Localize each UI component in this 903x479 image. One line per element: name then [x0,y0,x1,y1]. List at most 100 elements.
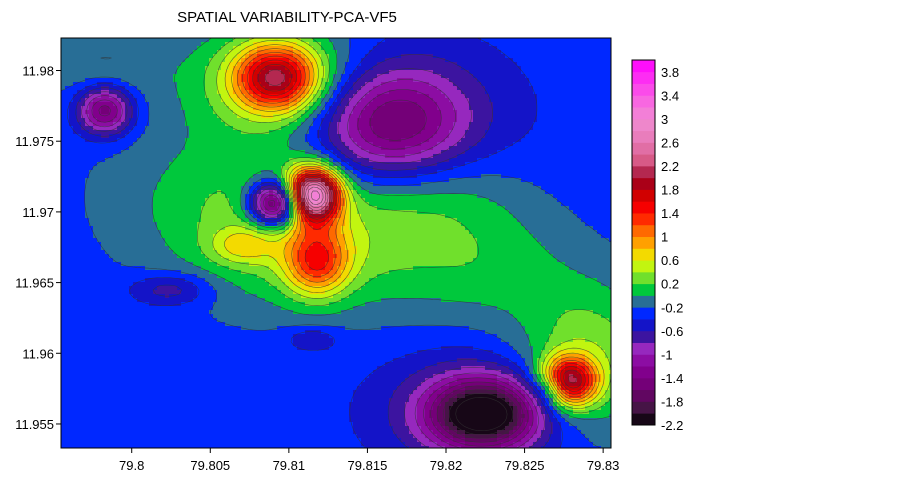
heatmap-cell [445,114,450,119]
heatmap-cell [577,118,582,123]
heatmap-cell [213,174,218,179]
heatmap-cell [205,62,210,67]
heatmap-cell [185,50,190,55]
heatmap-cell [145,182,150,187]
heatmap-cell [89,182,94,187]
heatmap-cell [505,162,510,167]
heatmap-cell [457,42,462,47]
heatmap-cell [501,66,506,71]
heatmap-cell [481,70,486,75]
heatmap-cell [417,154,422,159]
heatmap-cell [277,158,282,163]
heatmap-cell [557,66,562,71]
heatmap-cell [581,166,586,171]
heatmap-cell [481,150,486,155]
heatmap-cell [129,110,134,115]
heatmap-cell [169,38,174,43]
heatmap-cell [117,66,122,71]
heatmap-cell [445,66,450,71]
heatmap-cell [185,38,190,43]
heatmap-cell [517,110,522,115]
heatmap-cell [337,58,342,63]
heatmap-cell [173,146,178,151]
heatmap-cell [469,46,474,51]
heatmap-cell [105,166,110,171]
heatmap-cell [549,50,554,55]
heatmap-cell [209,150,214,155]
heatmap-cell [213,38,218,43]
heatmap-cell [533,158,538,163]
heatmap-cell [249,114,254,119]
heatmap-cell [177,54,182,59]
heatmap-cell [473,170,478,175]
heatmap-cell [569,46,574,51]
heatmap-cell [129,170,134,175]
heatmap-cell [465,166,470,171]
heatmap-cell [193,178,198,183]
heatmap-cell [369,134,374,139]
heatmap-cell [325,118,330,123]
heatmap-cell [605,94,610,99]
heatmap-cell [349,66,354,71]
heatmap-cell [493,70,498,75]
heatmap-cell [565,154,570,159]
heatmap-cell [157,154,162,159]
heatmap-cell [533,130,538,135]
heatmap-cell [445,70,450,75]
heatmap-cell [465,110,470,115]
heatmap-cell [473,110,478,115]
heatmap-cell [529,158,534,163]
heatmap-cell [353,86,358,91]
heatmap-cell [237,138,242,143]
heatmap-cell [489,158,494,163]
heatmap-cell [477,66,482,71]
heatmap-cell [173,162,178,167]
heatmap-cell [345,138,350,143]
heatmap-cell [541,118,546,123]
heatmap-cell [529,90,534,95]
heatmap-cell [169,106,174,111]
heatmap-cell [261,150,266,155]
heatmap-cell [189,110,194,115]
heatmap-cell [473,42,478,47]
heatmap-cell [441,122,446,127]
heatmap-cell [521,166,526,171]
heatmap-cell [201,134,206,139]
heatmap-cell [553,74,558,79]
heatmap-cell [125,178,130,183]
heatmap-cell [165,154,170,159]
heatmap-cell [245,146,250,151]
heatmap-cell [353,134,358,139]
heatmap-cell [237,166,242,171]
heatmap-cell [189,126,194,131]
heatmap-cell [417,118,422,123]
heatmap-cell [137,58,142,63]
heatmap-cell [233,170,238,175]
heatmap-cell [141,178,146,183]
heatmap-cell [489,58,494,63]
heatmap-cell [161,78,166,83]
heatmap-cell [181,162,186,167]
heatmap-cell [177,126,182,131]
heatmap-cell [513,134,518,139]
heatmap-cell [229,54,234,59]
heatmap-cell [225,58,230,63]
heatmap-cell [149,182,154,187]
heatmap-cell [245,166,250,171]
heatmap-cell [493,74,498,79]
heatmap-cell [157,158,162,163]
heatmap-cell [385,50,390,55]
heatmap-cell [117,158,122,163]
heatmap-cell [465,158,470,163]
heatmap-cell [177,138,182,143]
heatmap-cell [185,122,190,127]
heatmap-cell [513,46,518,51]
heatmap-cell [561,134,566,139]
heatmap-cell [485,54,490,59]
heatmap-cell [449,66,454,71]
heatmap-cell [145,82,150,87]
heatmap-cell [209,46,214,51]
heatmap-cell [525,110,530,115]
heatmap-cell [385,134,390,139]
heatmap-cell [589,130,594,135]
